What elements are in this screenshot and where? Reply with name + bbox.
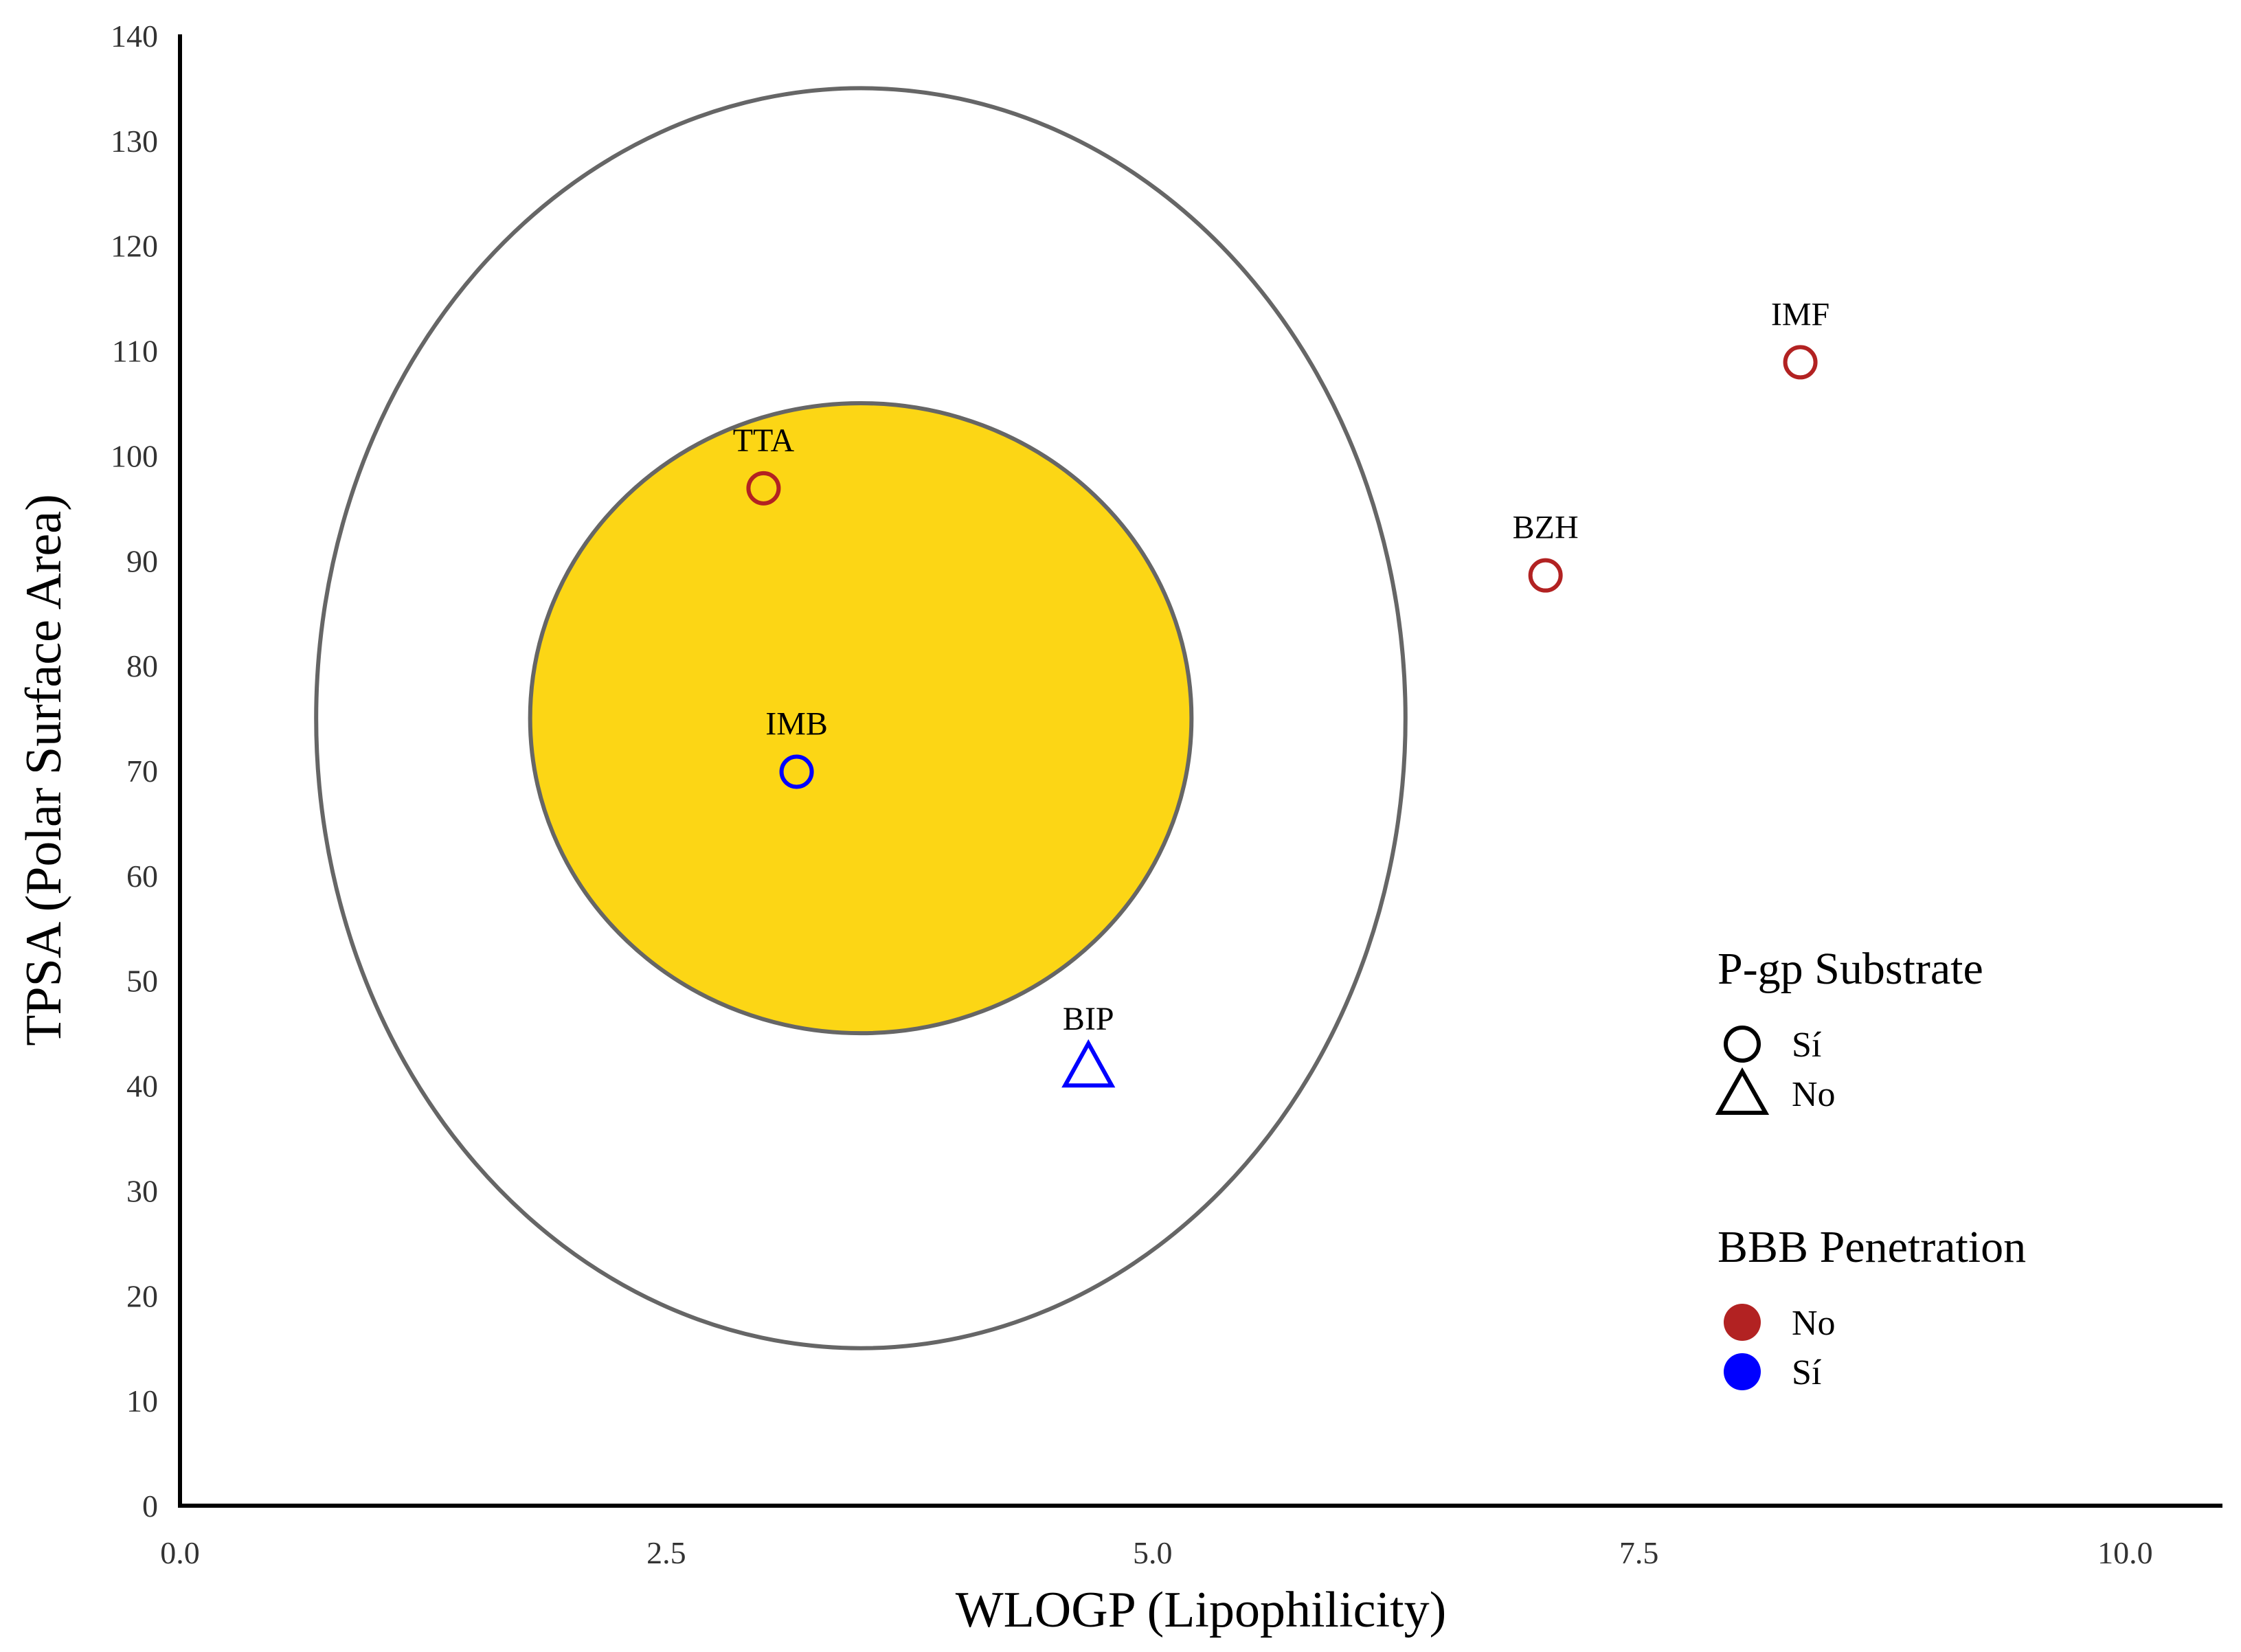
- legend-item-label: Sí: [1792, 1026, 1821, 1065]
- y-tick-label: 50: [126, 964, 158, 999]
- legend-title: BBB Penetration: [1718, 1222, 2026, 1272]
- y-tick-label: 140: [111, 19, 158, 54]
- y-tick-label: 10: [126, 1383, 158, 1418]
- legend-title: P-gp Substrate: [1718, 944, 1983, 994]
- x-tick-label: 2.5: [646, 1535, 686, 1570]
- point-label-tta: TTA: [733, 422, 795, 459]
- point-label-bip: BIP: [1063, 1001, 1114, 1037]
- axes: [178, 34, 2222, 1508]
- x-tick-labels: 0.0 2.5 5.0 7.5 10.0: [160, 1535, 2152, 1570]
- y-tick-label: 30: [126, 1173, 158, 1208]
- inner-region: [528, 401, 1194, 1036]
- legend-circle-marker: [1724, 1026, 1761, 1063]
- point-imb-circle: [779, 754, 814, 789]
- y-axis-title: TPSA (Polar Surface Area): [16, 494, 72, 1046]
- y-tick-label: 110: [112, 334, 158, 369]
- x-axis-title: WLOGP (Lipophilicity): [956, 1582, 1447, 1638]
- x-tick-label: 0.0: [160, 1535, 200, 1570]
- point-bzh-circle: [1528, 558, 1563, 593]
- y-tick-label: 130: [111, 124, 158, 159]
- x-tick-label: 7.5: [1619, 1535, 1659, 1570]
- legend-item-label: No: [1792, 1075, 1836, 1114]
- y-tick-label: 120: [111, 229, 158, 264]
- egg-regions: [314, 86, 1408, 1350]
- legend-item-label: No: [1792, 1304, 1836, 1343]
- x-tick-label: 5.0: [1133, 1535, 1173, 1570]
- legend: P-gp Substrate Sí No BBB Penetration No Sí: [1715, 944, 2026, 1392]
- legend-color-marker: [1724, 1304, 1761, 1341]
- y-tick-label: 0: [142, 1489, 158, 1524]
- legend-item-label: Sí: [1792, 1353, 1821, 1392]
- y-tick-labels: 0 10 20 30 40 50 60 70 80 90 100 110 120 130 140: [111, 19, 158, 1524]
- y-tick-label: 100: [111, 438, 158, 473]
- y-tick-label: 70: [126, 754, 158, 789]
- point-bip-triangle: [1061, 1039, 1116, 1088]
- y-tick-label: 60: [126, 859, 158, 894]
- legend-triangle-marker: [1715, 1067, 1770, 1115]
- point-label-imb: IMB: [765, 706, 828, 743]
- y-tick-label: 90: [126, 543, 158, 578]
- point-label-bzh: BZH: [1513, 510, 1579, 546]
- point-label-imf: IMF: [1771, 296, 1829, 332]
- x-tick-label: 10.0: [2097, 1535, 2153, 1570]
- point-imf-circle: [1783, 345, 1818, 380]
- legend-color-marker: [1724, 1353, 1761, 1390]
- y-tick-label: 80: [126, 648, 158, 683]
- data-points: TTA IMB BIP BZH IMF: [733, 296, 1829, 1088]
- y-tick-label: 40: [126, 1069, 158, 1104]
- point-tta-circle: [746, 471, 781, 506]
- y-tick-label: 20: [126, 1278, 158, 1313]
